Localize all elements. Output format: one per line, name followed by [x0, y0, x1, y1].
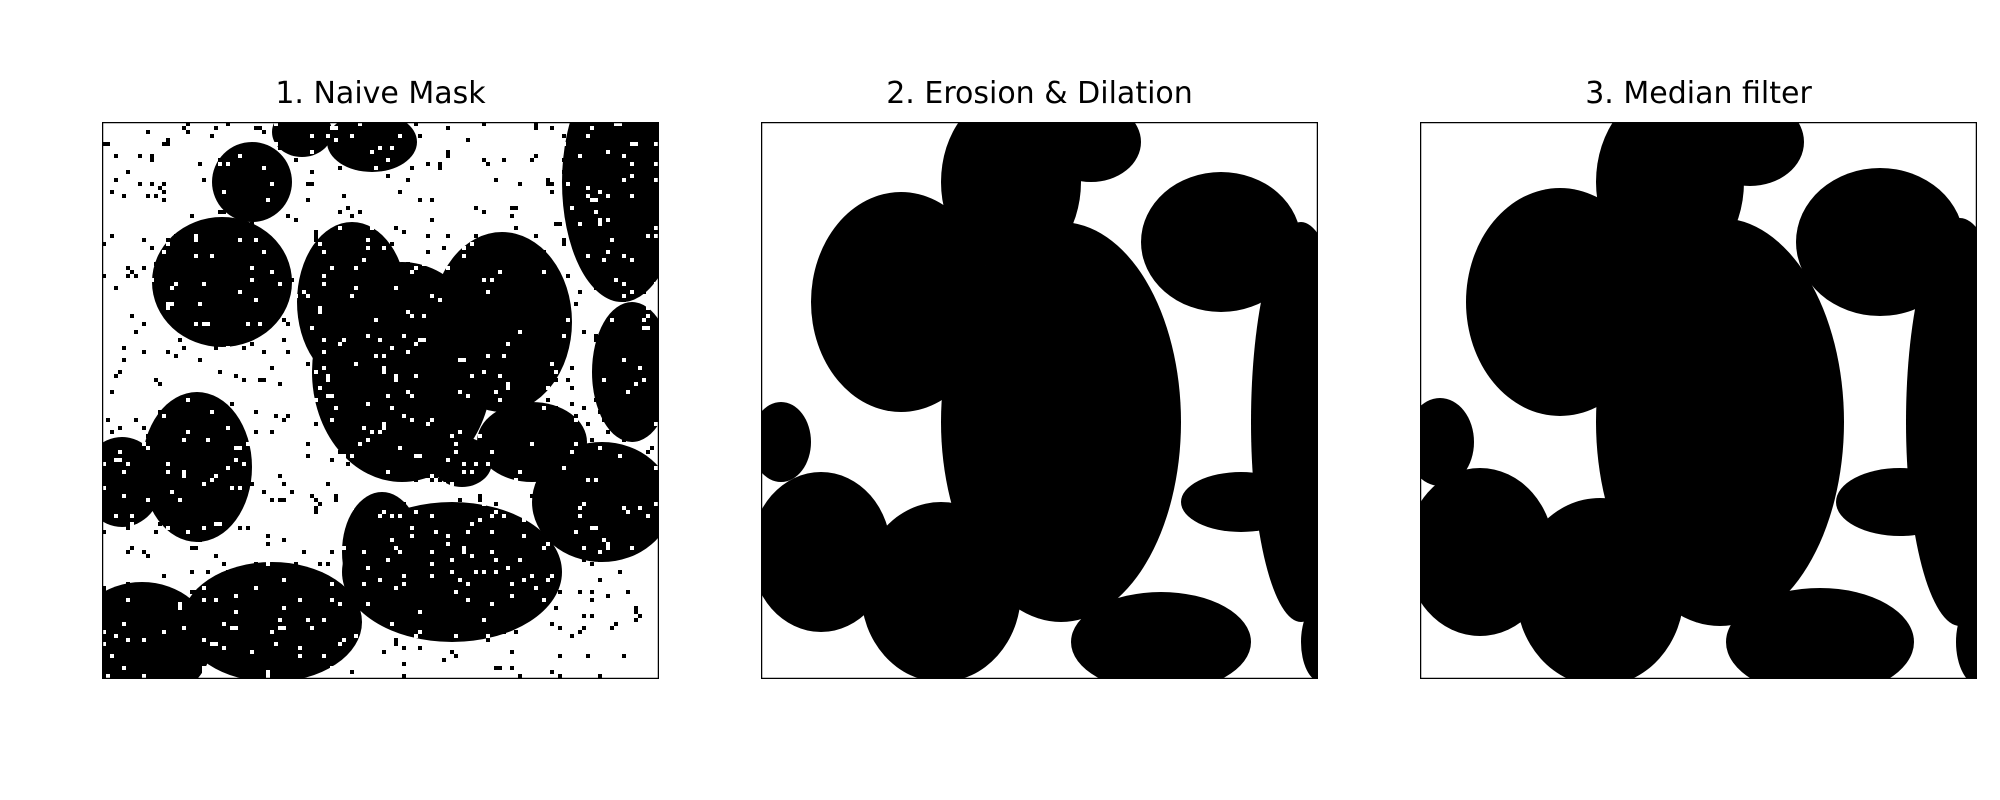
blob-layer	[1420, 122, 1977, 679]
panel-title: 1. Naive Mask	[275, 76, 486, 111]
panel-title: 2. Erosion & Dilation	[886, 76, 1193, 111]
panel-naive-mask: 1. Naive Mask	[102, 0, 659, 800]
panel-title: 3. Median filter	[1585, 76, 1812, 111]
mask-image	[761, 122, 1318, 679]
blob-layer	[761, 122, 1318, 679]
mask-image	[102, 122, 659, 679]
mask-image	[1420, 122, 1977, 679]
panel-erosion-dilation: 2. Erosion & Dilation	[761, 0, 1318, 800]
blob-layer	[102, 122, 659, 679]
panel-median-filter: 3. Median filter	[1420, 0, 1977, 800]
